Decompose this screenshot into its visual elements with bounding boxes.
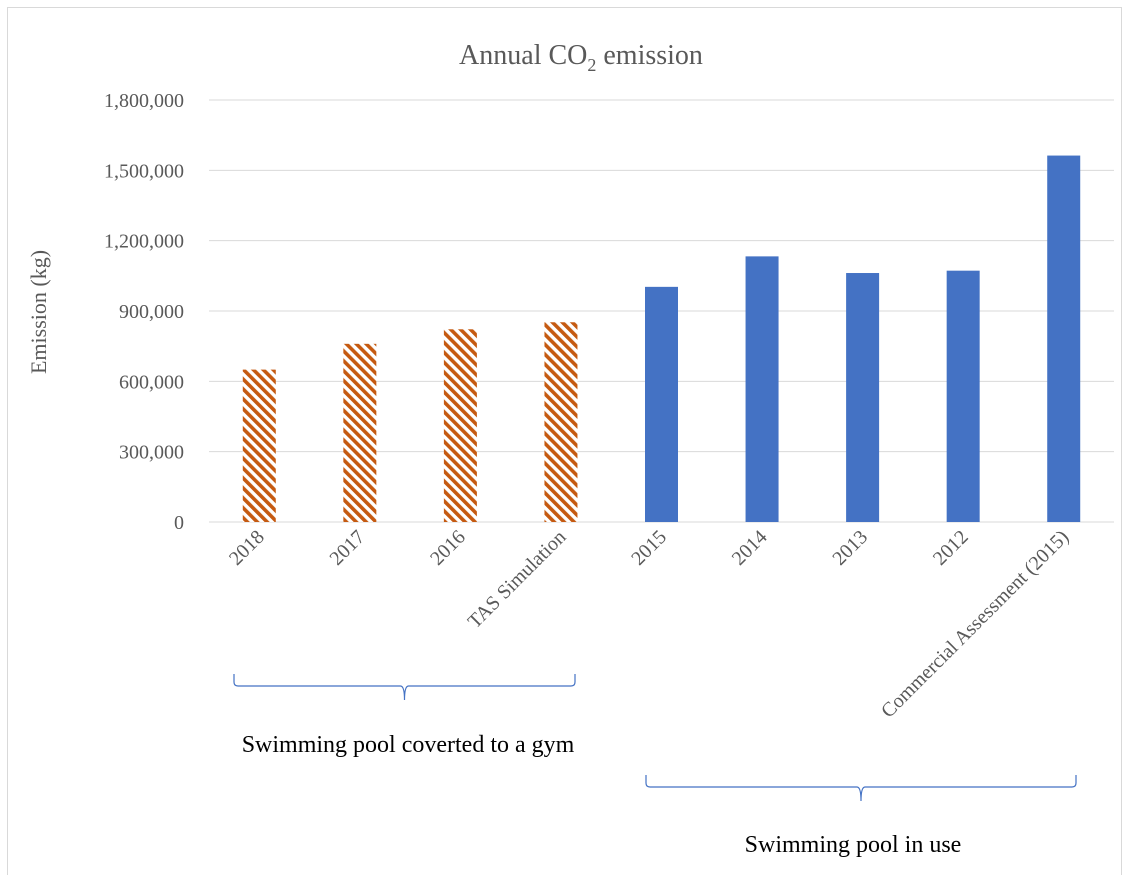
group-label: Swimming pool in use xyxy=(745,832,962,858)
bar-2016 xyxy=(443,329,477,522)
y-tick-label: 600,000 xyxy=(119,371,184,393)
bar-2017 xyxy=(343,343,377,522)
chart-title: Annual CO2 emission xyxy=(459,40,703,75)
x-tick-label: 2014 xyxy=(728,526,772,570)
bar-2013 xyxy=(846,273,880,522)
y-tick-label: 300,000 xyxy=(119,442,184,464)
x-tick-label: 2018 xyxy=(225,526,269,570)
bar-layer xyxy=(242,155,1081,522)
bar-commercial-assessment-2015 xyxy=(1047,155,1081,522)
x-tick-label: 2015 xyxy=(627,526,671,570)
group-brace xyxy=(645,775,1077,802)
y-tick-label: 1,800,000 xyxy=(104,90,184,112)
group-label: Swimming pool coverted to a gym xyxy=(242,732,575,758)
y-tick-label: 1,200,000 xyxy=(104,231,184,253)
x-tick-label: 2012 xyxy=(929,526,973,570)
y-tick-label: 1,500,000 xyxy=(104,160,184,182)
bar-tas-simulation xyxy=(544,322,578,522)
y-tick-label: 0 xyxy=(174,512,184,534)
chart-frame xyxy=(7,7,1122,875)
x-tick-label: 2017 xyxy=(326,526,370,570)
bar-2014 xyxy=(745,256,779,522)
bar-2018 xyxy=(242,369,276,522)
x-tick-label: Commercial Assessment (2015) xyxy=(877,526,1073,722)
x-tick-label: TAS Simulation xyxy=(464,526,571,633)
group-layer: Swimming pool coverted to a gym Swimming … xyxy=(233,674,1077,858)
bar-2012 xyxy=(946,270,980,522)
x-tick-label: 2013 xyxy=(828,526,872,570)
y-tick-label: 900,000 xyxy=(119,301,184,323)
y-axis-label: Emission (kg) xyxy=(26,250,51,374)
group-brace xyxy=(233,674,576,701)
x-tick-label: 2016 xyxy=(426,526,470,570)
bar-2015 xyxy=(645,286,678,522)
